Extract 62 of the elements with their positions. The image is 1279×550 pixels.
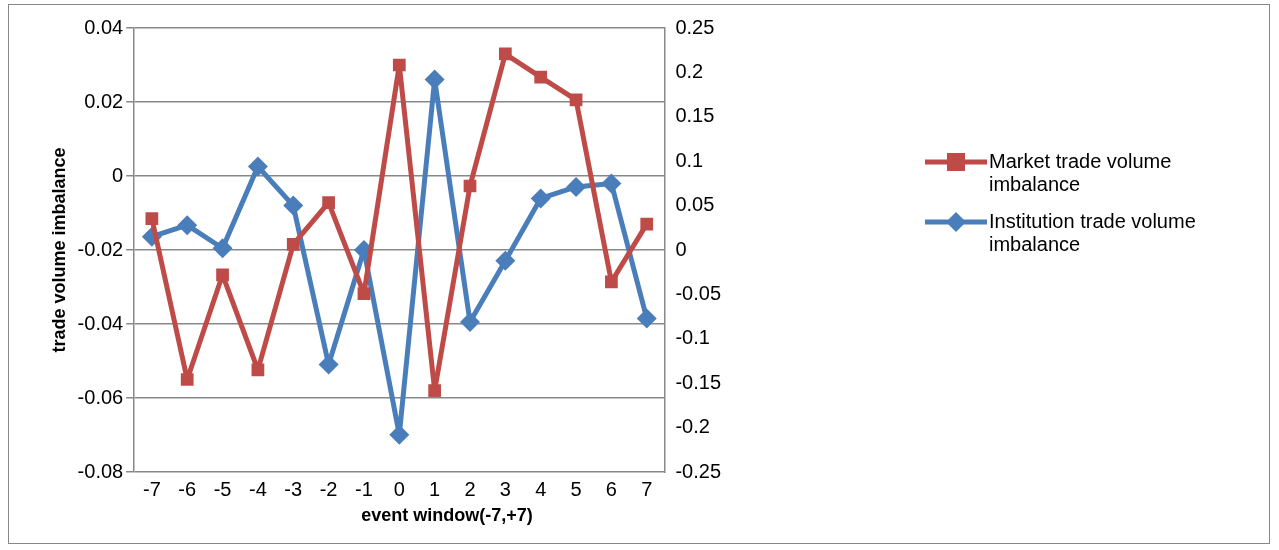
point [286, 238, 300, 251]
y2-tick-label: 0 [675, 237, 687, 260]
y2-tick-label: -0.25 [675, 459, 722, 482]
x-axis-title: event window(-7,+7) [360, 505, 534, 526]
point [389, 424, 410, 445]
point [636, 308, 657, 329]
point [530, 188, 551, 209]
point [569, 93, 583, 107]
point [357, 287, 371, 301]
y-tick-label: 0.04 [84, 15, 124, 38]
y2-tick-label: 0.15 [675, 104, 715, 127]
point [495, 250, 516, 271]
x-tick-label: 0 [393, 477, 405, 500]
y-tick-label: 0.02 [84, 89, 124, 112]
y-tick-label: -0.02 [77, 237, 124, 260]
y-tick-label: -0.04 [77, 311, 124, 334]
y2-tick-label: -0.2 [675, 415, 710, 438]
x-tick-label: 2 [464, 477, 476, 500]
x-tick-label: -5 [213, 477, 232, 500]
point [640, 217, 654, 231]
legend-label: Institution trade volume imbalance [989, 210, 1197, 256]
x-tick-label: 1 [429, 477, 441, 500]
y2-tick-label: 0.2 [675, 59, 704, 82]
point [428, 384, 442, 397]
x-tick-label: 4 [535, 477, 547, 500]
y2-tick-label: 0.05 [675, 193, 715, 216]
y-tick-label: -0.08 [77, 459, 124, 482]
point [212, 238, 233, 259]
x-tick-label: -2 [319, 477, 338, 500]
y-axis-title: trade volume imbalance [48, 147, 69, 353]
x-tick-label: -6 [178, 477, 197, 500]
point [460, 311, 480, 332]
point [177, 215, 198, 236]
point [180, 373, 194, 386]
point [605, 275, 618, 289]
x-tick-label: 7 [641, 477, 653, 500]
x-tick-label: 5 [570, 477, 582, 500]
y-tick-label: -0.06 [77, 385, 124, 408]
x-tick-label: 6 [605, 477, 617, 500]
point [601, 173, 622, 194]
x-tick-label: -4 [249, 477, 267, 500]
y-tick-label: 0 [112, 163, 124, 186]
y2-tick-label: -0.1 [675, 326, 710, 349]
point [322, 196, 335, 209]
x-tick-label: -7 [142, 477, 161, 500]
point [424, 69, 445, 90]
legend-label: Market trade volume imbalance [989, 150, 1173, 196]
x-tick-label: -1 [355, 477, 373, 500]
x-tick-label: 3 [499, 477, 511, 500]
y2-tick-label: 0.1 [675, 148, 704, 171]
point [498, 47, 512, 61]
y2-tick-label: -0.05 [675, 281, 722, 304]
point [283, 195, 304, 216]
y2-tick-label: -0.15 [675, 370, 722, 393]
point [392, 58, 406, 72]
point [566, 176, 587, 197]
point [145, 212, 159, 225]
point [247, 156, 268, 177]
point [216, 268, 229, 282]
x-tick-label: -3 [284, 477, 303, 500]
point [534, 70, 548, 84]
y2-tick-label: 0.25 [675, 15, 715, 38]
